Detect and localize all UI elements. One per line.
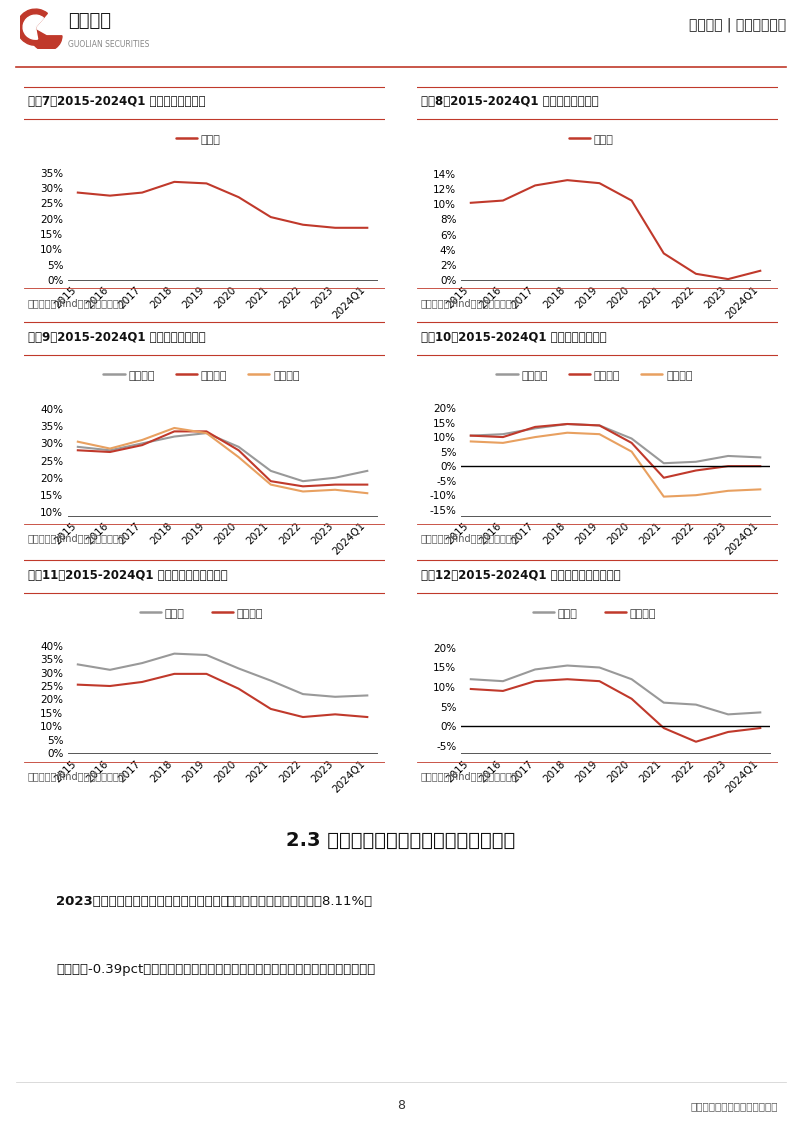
Text: 图表10：2015-2024Q1 房企分规模净利率: 图表10：2015-2024Q1 房企分规模净利率 (420, 331, 606, 344)
Text: 2.3 费用率略有改善，少数股东损益减少: 2.3 费用率略有改善，少数股东损益减少 (286, 832, 516, 850)
Text: 资料来源：ifind，国联证券研究所: 资料来源：ifind，国联证券研究所 (420, 772, 518, 782)
Wedge shape (31, 28, 62, 51)
Text: 2023年房地产板块三项费用呈现优化趋势。: 2023年房地产板块三项费用呈现优化趋势。 (56, 895, 229, 908)
Text: 板块整体三项费用率降低至8.11%，: 板块整体三项费用率降低至8.11%， (227, 895, 373, 908)
Text: GUOLIAN SECURITIES: GUOLIAN SECURITIES (68, 40, 149, 49)
Text: 行业报告 | 行业专题研究: 行业报告 | 行业专题研究 (689, 18, 786, 32)
Wedge shape (17, 9, 47, 45)
Text: 央国企: 央国企 (557, 608, 577, 619)
Text: 净利率: 净利率 (593, 135, 614, 145)
Text: 央国企: 央国企 (165, 608, 184, 619)
Text: 8: 8 (397, 1099, 405, 1113)
Text: 小型房企: 小型房企 (666, 370, 693, 381)
Wedge shape (23, 15, 43, 40)
Text: 资料来源：ifind，国联证券研究所: 资料来源：ifind，国联证券研究所 (420, 298, 518, 308)
Text: 图表11：2015-2024Q1 房企分企业性质毛利率: 图表11：2015-2024Q1 房企分企业性质毛利率 (27, 569, 227, 582)
Text: 资料来源：ifind，国联证券研究所: 资料来源：ifind，国联证券研究所 (27, 298, 125, 308)
Text: 头部房企: 头部房企 (128, 370, 156, 381)
Text: 资料来源：ifind，国联证券研究所: 资料来源：ifind，国联证券研究所 (27, 534, 125, 544)
Text: 资料来源：ifind，国联证券研究所: 资料来源：ifind，国联证券研究所 (420, 534, 518, 544)
Text: 小型房企: 小型房企 (273, 370, 300, 381)
Text: 图表9：2015-2024Q1 房企分规模毛利率: 图表9：2015-2024Q1 房企分规模毛利率 (27, 331, 205, 344)
Text: 图表12：2015-2024Q1 房企分企业性质净利率: 图表12：2015-2024Q1 房企分企业性质净利率 (420, 569, 620, 582)
Text: 中型房企: 中型房企 (593, 370, 621, 381)
Text: 其他企业: 其他企业 (237, 608, 264, 619)
Text: 资料来源：ifind，国联证券研究所: 资料来源：ifind，国联证券研究所 (27, 772, 125, 782)
Text: 其他企业: 其他企业 (630, 608, 657, 619)
Text: 同比变化-0.39pct。分企业规模来看，头部房企、中型房企、小型房企三项费用率同: 同比变化-0.39pct。分企业规模来看，头部房企、中型房企、小型房企三项费用率… (56, 963, 375, 976)
Text: 图表8：2015-2024Q1 房地产板块净利率: 图表8：2015-2024Q1 房地产板块净利率 (420, 95, 598, 109)
Text: 图表7：2015-2024Q1 房地产板块毛利率: 图表7：2015-2024Q1 房地产板块毛利率 (27, 95, 205, 109)
Text: 毛利率: 毛利率 (200, 135, 221, 145)
Text: 头部房企: 头部房企 (521, 370, 549, 381)
Text: 请务必阅读报告末页的重要声明: 请务必阅读报告末页的重要声明 (691, 1101, 778, 1110)
Text: 国联证券: 国联证券 (68, 11, 111, 29)
Text: 中型房企: 中型房企 (200, 370, 228, 381)
